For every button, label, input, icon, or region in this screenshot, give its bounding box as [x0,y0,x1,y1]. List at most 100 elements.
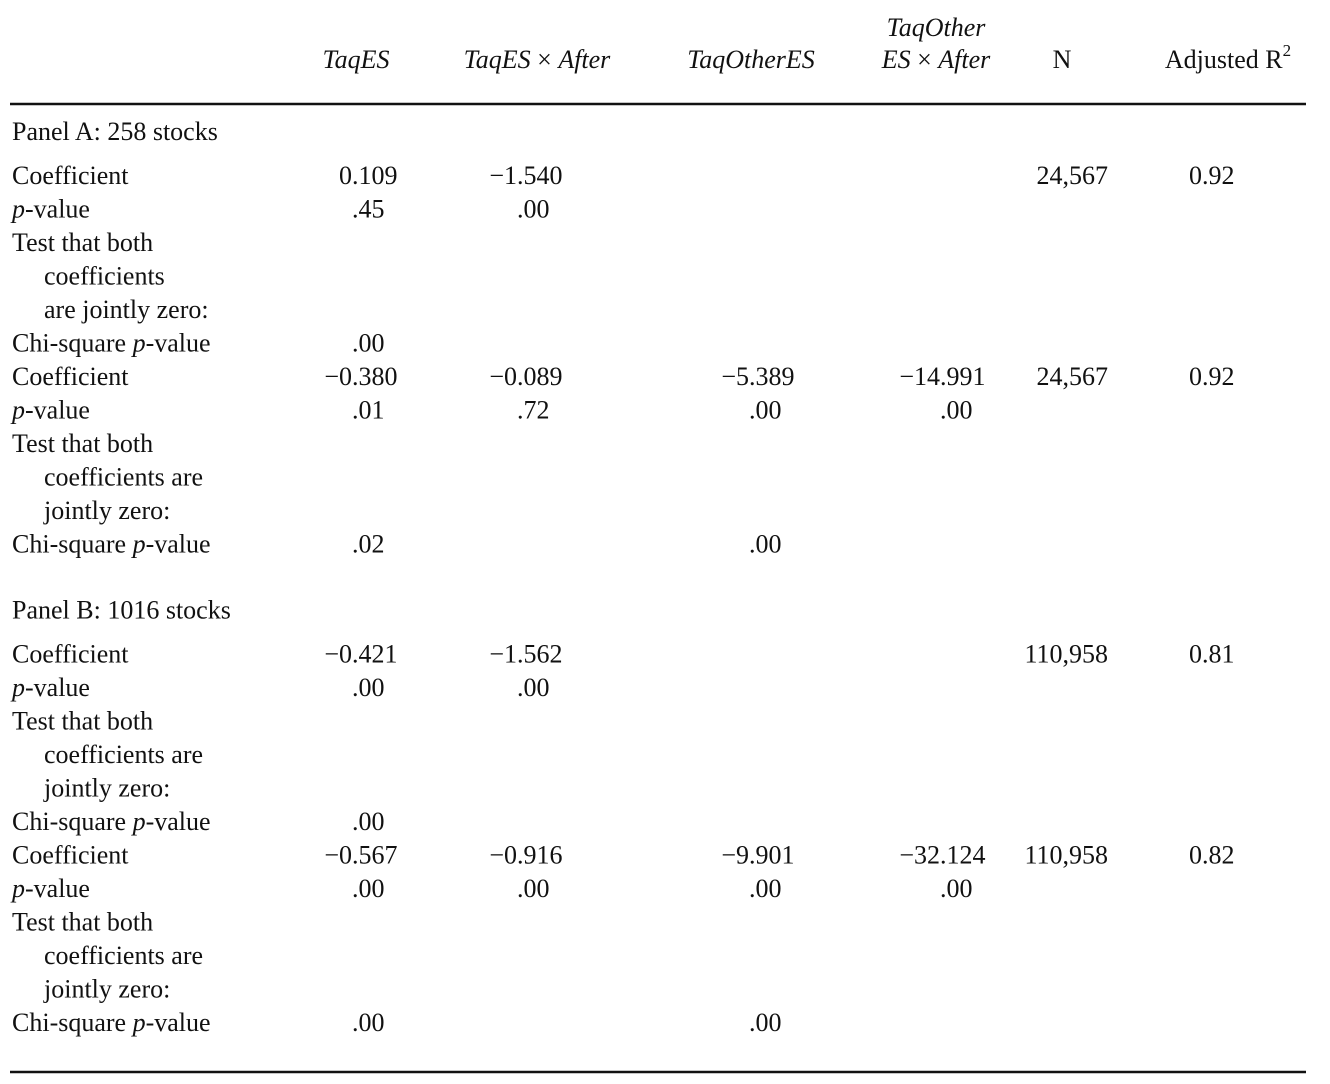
row-label: coefficients are [44,462,203,491]
cell-value: 24,567 [1037,362,1109,391]
text-segment: are jointly zero: [44,295,209,324]
cell-value: .00 [352,874,385,903]
cell-value: −1.540 [489,161,562,190]
row-label: jointly zero: [43,773,170,802]
row-label: coefficients are [44,740,203,769]
column-header: TaqOther [887,13,987,42]
row-label: Coefficient [12,840,129,869]
text-segment: -value [146,529,211,558]
text-segment: Coefficient [12,362,129,391]
row-label: are jointly zero: [44,295,209,324]
cell-value: −0.089 [489,362,562,391]
cell-value: 0.92 [1189,161,1235,190]
text-segment: -value [146,328,211,357]
text-segment: p [10,673,25,702]
text-segment: coefficients [44,261,165,290]
text-segment: jointly zero: [43,773,170,802]
cell-value: .00 [940,874,973,903]
text-segment: 2 [1283,41,1292,60]
cell-value: 0.109 [339,161,398,190]
text-segment: -value [25,673,90,702]
text-segment: -value [146,1008,211,1037]
cell-value: 0.82 [1189,840,1235,869]
text-segment: -value [146,807,211,836]
cell-value: −0.567 [324,840,397,869]
row-label: p-value [10,194,90,223]
row-label: jointly zero: [43,974,170,1003]
cell-value: .00 [352,1008,385,1037]
cell-value: 0.81 [1189,639,1235,668]
text-segment: Coefficient [12,161,129,190]
text-segment: Test that both [12,429,153,458]
cell-value: .00 [749,874,782,903]
column-header: TaqOtherES [687,45,815,74]
row-label: Test that both [12,228,153,257]
text-segment: Chi-square [12,328,133,357]
row-label: Coefficient [12,362,129,391]
row-label: Test that both [12,907,153,936]
text-segment: Chi-square [12,529,133,558]
panel-title: Panel B: 1016 stocks [12,595,231,624]
column-header: TaqES [323,45,390,74]
text-segment: × [911,45,939,74]
text-segment: N [1053,45,1072,74]
text-segment: TaqES [323,45,390,74]
cell-value: .00 [352,328,385,357]
cell-value: 0.92 [1189,362,1235,391]
panel-title: Panel A: 258 stocks [12,117,218,146]
text-segment: jointly zero: [43,496,170,525]
cell-value: .00 [517,874,550,903]
cell-value: −5.389 [721,362,794,391]
column-header: N [1053,45,1072,74]
text-segment: p [131,807,146,836]
text-segment: p [10,194,25,223]
text-segment: ES [881,45,911,74]
cell-value: −1.562 [489,639,562,668]
text-segment: -value [25,874,90,903]
row-label: Coefficient [12,639,129,668]
text-segment: After [936,45,991,74]
cell-value: −14.991 [899,362,985,391]
text-segment: Chi-square [12,1008,133,1037]
text-segment: Test that both [12,706,153,735]
row-label: Chi-square p-value [12,807,211,836]
row-label: Test that both [12,706,153,735]
cell-value: 110,958 [1024,840,1108,869]
row-label: p-value [10,673,90,702]
cell-value: .00 [749,529,782,558]
row-label: jointly zero: [43,496,170,525]
column-header: TaqES × After [464,45,612,74]
row-label: Coefficient [12,161,129,190]
cell-value: .00 [517,673,550,702]
cell-value: −32.124 [899,840,985,869]
cell-value: .45 [352,194,385,223]
text-segment: After [556,45,611,74]
text-segment: p [131,529,146,558]
text-segment: Chi-square [12,807,133,836]
text-segment: coefficients are [44,941,203,970]
cell-value: 110,958 [1024,639,1108,668]
row-label: Test that both [12,429,153,458]
text-segment: Coefficient [12,639,129,668]
text-segment: p [131,328,146,357]
text-segment: -value [25,395,90,424]
cell-value: .00 [352,807,385,836]
row-label: Chi-square p-value [12,529,211,558]
row-label: Chi-square p-value [12,1008,211,1037]
column-header: Adjusted R2 [1165,41,1291,74]
text-segment: Test that both [12,228,153,257]
text-segment: jointly zero: [43,974,170,1003]
text-segment: × [531,45,559,74]
text-segment: coefficients are [44,462,203,491]
column-header: ES × After [881,45,991,74]
cell-value: −0.916 [489,840,562,869]
cell-value: .02 [352,529,385,558]
text-segment: p [10,874,25,903]
cell-value: 24,567 [1037,161,1109,190]
row-label: coefficients [44,261,165,290]
text-segment: Adjusted R [1165,45,1283,74]
text-segment: TaqOther [887,13,987,42]
text-segment: coefficients are [44,740,203,769]
